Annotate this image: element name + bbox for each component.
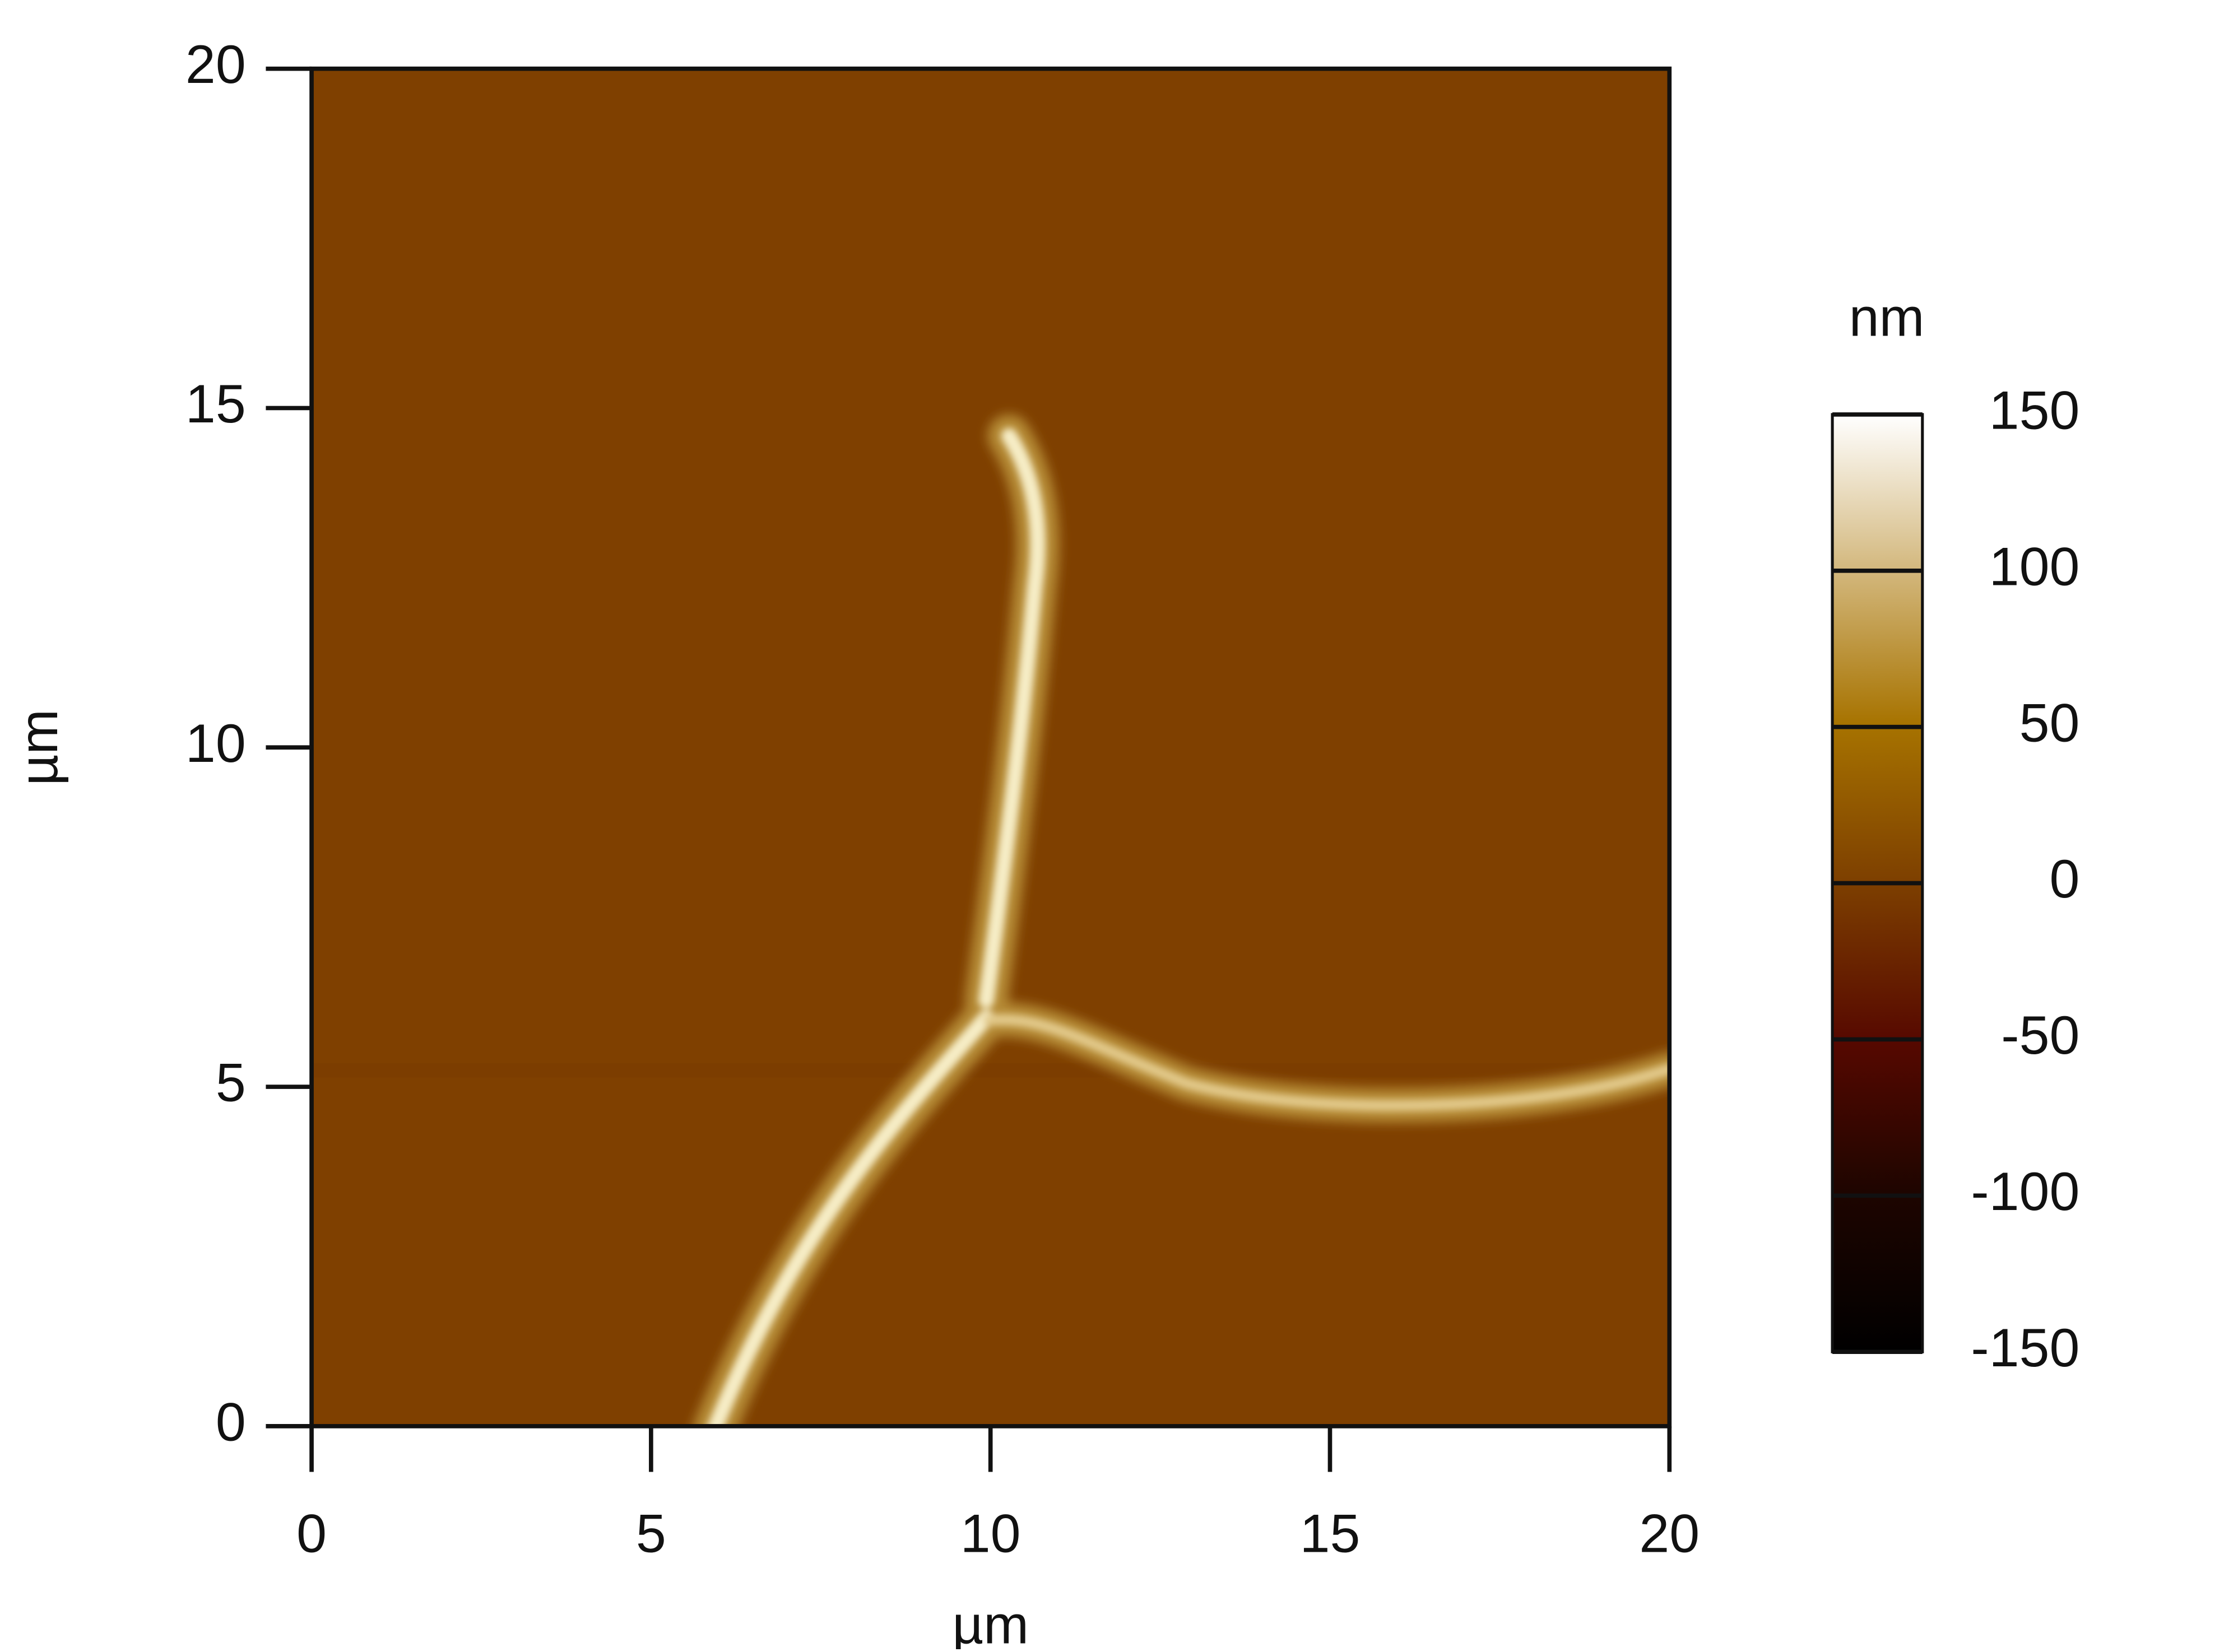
colorbar-tick-label: -50 xyxy=(2001,1004,2079,1065)
y-tick-label: 5 xyxy=(216,1052,246,1113)
x-tick-label: 5 xyxy=(636,1502,666,1563)
x-tick-label: 15 xyxy=(1300,1502,1361,1563)
colorbar-tick-label: 0 xyxy=(2049,848,2079,909)
x-tick-label: 10 xyxy=(960,1502,1021,1563)
colorbar-tick-label: 150 xyxy=(1989,380,2080,441)
x-tick-label: 20 xyxy=(1639,1502,1700,1563)
colorbar-tick-label: -150 xyxy=(1971,1317,2079,1378)
colorbar-tick-label: -100 xyxy=(1971,1161,2079,1222)
x-axis-label: µm xyxy=(952,1594,1029,1649)
colorbar-label: nm xyxy=(1849,287,1925,348)
y-axis-label: µm xyxy=(8,709,69,786)
y-tick-label: 0 xyxy=(216,1391,246,1452)
y-tick-label: 10 xyxy=(185,713,246,774)
afm-image xyxy=(312,68,1670,1426)
y-tick-label: 15 xyxy=(185,373,246,434)
y-tick-label: 20 xyxy=(185,34,246,95)
colorbar-tick-label: 100 xyxy=(1989,536,2080,597)
x-tick-label: 0 xyxy=(296,1502,327,1563)
colorbar-tick-label: 50 xyxy=(2019,692,2080,753)
